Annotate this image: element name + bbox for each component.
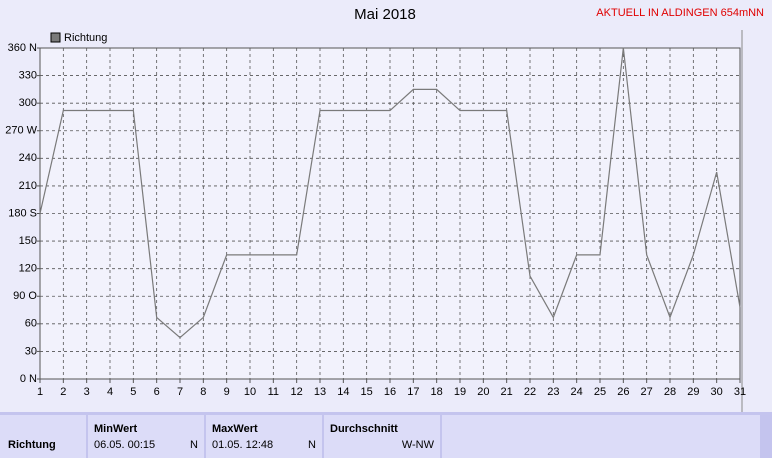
y-tick-label: 60 [25, 318, 37, 330]
summary-cell [88, 415, 204, 458]
x-tick-label: 28 [664, 386, 676, 398]
y-tick-label: 180 S [8, 207, 37, 219]
legend-label: Richtung [64, 32, 107, 44]
legend-swatch [50, 32, 61, 43]
x-tick-label: 2 [60, 386, 66, 398]
x-tick-label: 21 [501, 386, 513, 398]
chart-title: Mai 2018 [354, 6, 416, 23]
x-tick-label: 20 [477, 386, 489, 398]
x-tick-label: 14 [337, 386, 349, 398]
x-tick-label: 18 [431, 386, 443, 398]
x-tick-label: 16 [384, 386, 396, 398]
summary-heading: Durchschnitt [330, 423, 398, 435]
y-tick-label: 330 [19, 69, 37, 81]
summary-cell [0, 415, 86, 458]
y-tick-label: 360 N [8, 42, 37, 54]
x-tick-label: 29 [687, 386, 699, 398]
summary-dir: N [308, 439, 316, 451]
x-tick-label: 6 [154, 386, 160, 398]
x-tick-label: 12 [291, 386, 303, 398]
x-tick-label: 1 [37, 386, 43, 398]
y-tick-label: 270 W [5, 125, 37, 137]
y-tick-label: 120 [19, 263, 37, 275]
x-tick-label: 27 [641, 386, 653, 398]
x-tick-label: 22 [524, 386, 536, 398]
summary-value: W-NW [402, 439, 435, 451]
line [39, 47, 741, 339]
y-tick-label: 300 [19, 97, 37, 109]
x-tick-label: 24 [571, 386, 583, 398]
x-tick-label: 31 [734, 386, 746, 398]
x-tick-label: 15 [361, 386, 373, 398]
summary-date: 01.05. 12:48 [212, 439, 273, 451]
summary-dir: N [190, 439, 198, 451]
summary-cell [442, 415, 760, 458]
y-tick-label: 210 [19, 180, 37, 192]
summary-heading: MaxWert [212, 423, 258, 435]
x-tick-label: 30 [711, 386, 723, 398]
x-tick-label: 7 [177, 386, 183, 398]
y-tick-label: 0 N [20, 373, 37, 385]
x-tick-label: 4 [107, 386, 113, 398]
x-tick-label: 26 [617, 386, 629, 398]
x-tick-label: 10 [244, 386, 256, 398]
y-tick-label: 30 [25, 345, 37, 357]
x-tick-label: 17 [407, 386, 419, 398]
status: AKTUELL IN ALDINGEN 654mNN [596, 7, 764, 19]
y-tick-label: 90 O [13, 290, 37, 302]
x-tick-label: 9 [224, 386, 230, 398]
x-tick-label: 3 [84, 386, 90, 398]
x-tick-label: 11 [268, 386, 279, 398]
x-tick-label: 13 [314, 386, 326, 398]
x-tick-label: 5 [130, 386, 136, 398]
summary-label: Richtung [8, 439, 56, 451]
y-tick-label: 150 [19, 235, 37, 247]
x-tick-label: 8 [200, 386, 206, 398]
summary-cell [206, 415, 322, 458]
x-tick-label: 19 [454, 386, 466, 398]
summary-date: 06.05. 00:15 [94, 439, 155, 451]
y-tick-label: 240 [19, 152, 37, 164]
summary-heading: MinWert [94, 423, 138, 435]
summary-cell [324, 415, 440, 458]
x-tick-label: 25 [594, 386, 606, 398]
x-tick-label: 23 [547, 386, 559, 398]
